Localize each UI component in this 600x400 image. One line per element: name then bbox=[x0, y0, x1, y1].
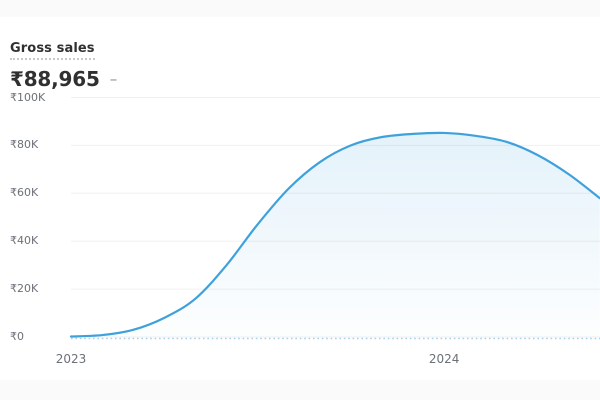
x-axis-tick-label: 2023 bbox=[55, 352, 87, 366]
y-axis-tick-label: ₹20K bbox=[10, 282, 39, 296]
x-axis-tick-label: 2024 bbox=[428, 352, 460, 366]
y-axis-tick-label: ₹60K bbox=[10, 186, 39, 200]
y-axis-tick-label: ₹0 bbox=[10, 330, 24, 343]
area-fill bbox=[71, 132, 600, 337]
metric-header: Gross sales ₹88,965 – bbox=[10, 37, 117, 91]
y-axis-tick-label: ₹40K bbox=[10, 234, 39, 248]
y-axis-tick-label: ₹100K bbox=[10, 90, 46, 104]
metric-value: ₹88,965 bbox=[10, 67, 100, 91]
metric-title[interactable]: Gross sales bbox=[10, 41, 95, 60]
gross-sales-line bbox=[69, 131, 600, 338]
y-axis-tick-label: ₹80K bbox=[10, 138, 39, 152]
metric-change-indicator: – bbox=[109, 70, 118, 88]
